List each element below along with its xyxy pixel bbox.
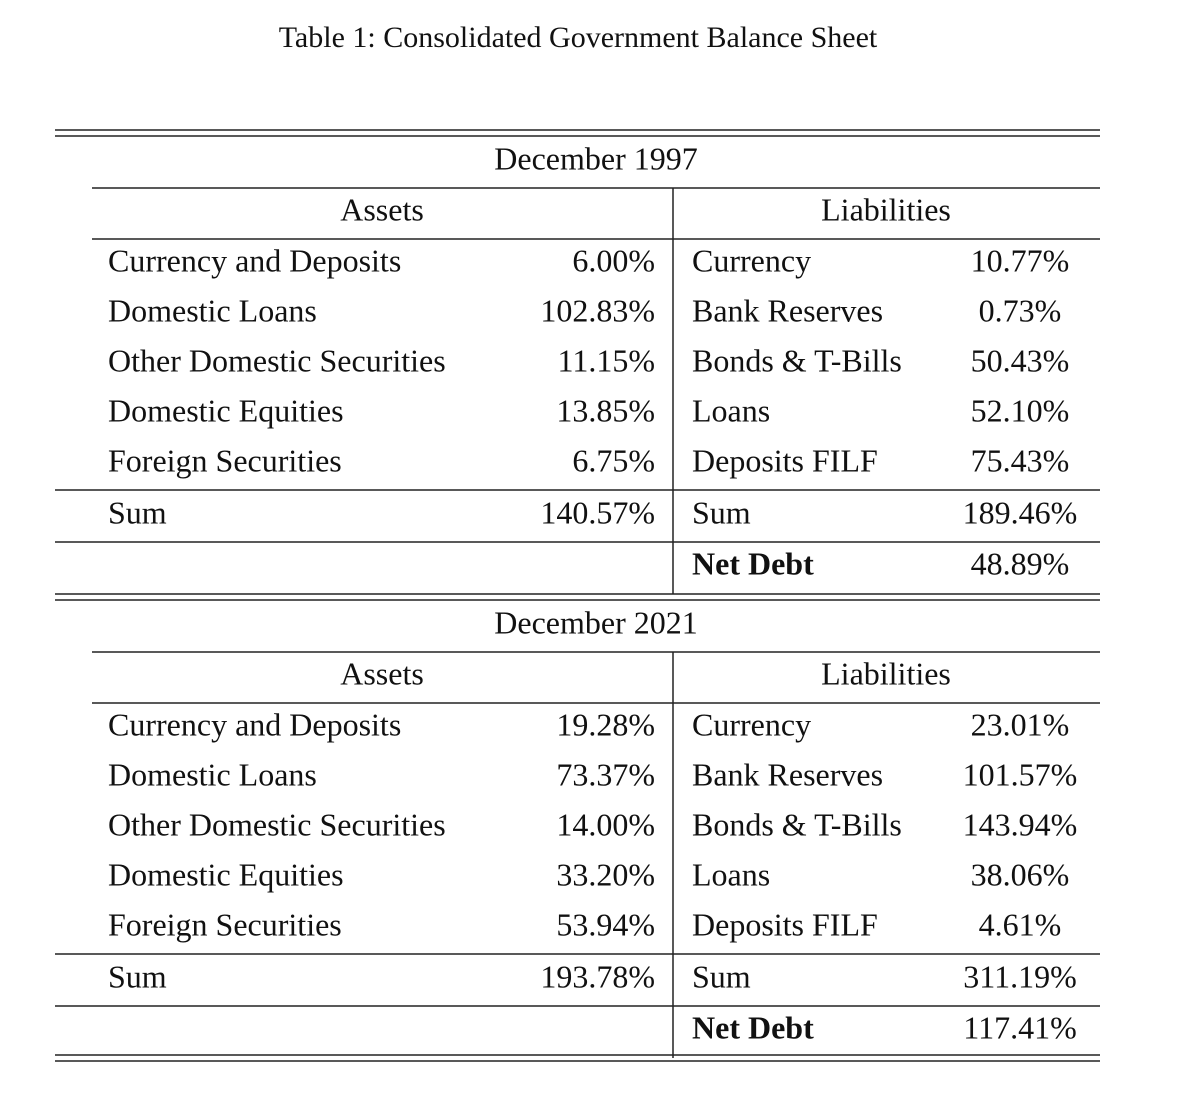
liability-label: Deposits FILF — [692, 906, 878, 942]
liability-value: 52.10% — [971, 392, 1070, 428]
asset-label: Foreign Securities — [108, 906, 342, 942]
asset-value: 73.37% — [556, 756, 655, 792]
asset-label: Domestic Loans — [108, 292, 317, 328]
liability-value: 50.43% — [971, 342, 1070, 378]
liability-label: Currency — [692, 242, 811, 278]
asset-label: Currency and Deposits — [108, 706, 401, 742]
asset-label: Other Domestic Securities — [108, 806, 446, 842]
liabilities-sum-value: 311.19% — [963, 958, 1076, 994]
liabilities-sum-value: 189.46% — [963, 494, 1078, 530]
assets-sum-label: Sum — [108, 494, 167, 530]
asset-label: Domestic Equities — [108, 392, 344, 428]
liabilities-sum-label: Sum — [692, 958, 751, 994]
asset-value: 19.28% — [556, 706, 655, 742]
liability-label: Bank Reserves — [692, 292, 883, 328]
asset-label: Currency and Deposits — [108, 242, 401, 278]
asset-label: Foreign Securities — [108, 442, 342, 478]
period-header: December 1997 — [494, 140, 697, 176]
liability-label: Bonds & T-Bills — [692, 342, 902, 378]
asset-value: 53.94% — [556, 906, 655, 942]
liability-label: Currency — [692, 706, 811, 742]
asset-value: 13.85% — [556, 392, 655, 428]
liabilities-header: Liabilities — [821, 655, 951, 691]
assets-header: Assets — [340, 191, 424, 227]
liabilities-sum-label: Sum — [692, 494, 751, 530]
net-debt-value: 117.41% — [963, 1009, 1076, 1045]
assets-sum-value: 140.57% — [540, 494, 655, 530]
liability-label: Bonds & T-Bills — [692, 806, 902, 842]
asset-value: 14.00% — [556, 806, 655, 842]
liability-label: Bank Reserves — [692, 756, 883, 792]
asset-value: 33.20% — [556, 856, 655, 892]
net-debt-value: 48.89% — [971, 545, 1070, 581]
assets-header: Assets — [340, 655, 424, 691]
asset-value: 6.00% — [572, 242, 655, 278]
liability-label: Loans — [692, 392, 770, 428]
liability-value: 4.61% — [979, 906, 1062, 942]
asset-value: 6.75% — [572, 442, 655, 478]
asset-label: Domestic Equities — [108, 856, 344, 892]
liability-label: Deposits FILF — [692, 442, 878, 478]
liability-value: 143.94% — [963, 806, 1078, 842]
assets-sum-label: Sum — [108, 958, 167, 994]
liability-value: 101.57% — [963, 756, 1078, 792]
liability-value: 75.43% — [971, 442, 1070, 478]
table-title: Table 1: Consolidated Government Balance… — [279, 21, 878, 54]
liability-value: 0.73% — [979, 292, 1062, 328]
period-header: December 2021 — [494, 604, 697, 640]
asset-label: Other Domestic Securities — [108, 342, 446, 378]
liability-value: 38.06% — [971, 856, 1070, 892]
liability-value: 23.01% — [971, 706, 1070, 742]
asset-value: 102.83% — [540, 292, 655, 328]
net-debt-label: Net Debt — [692, 545, 814, 581]
assets-sum-value: 193.78% — [540, 958, 655, 994]
asset-value: 11.15% — [558, 342, 655, 378]
net-debt-label: Net Debt — [692, 1009, 814, 1045]
liability-label: Loans — [692, 856, 770, 892]
liability-value: 10.77% — [971, 242, 1070, 278]
asset-label: Domestic Loans — [108, 756, 317, 792]
liabilities-header: Liabilities — [821, 191, 951, 227]
